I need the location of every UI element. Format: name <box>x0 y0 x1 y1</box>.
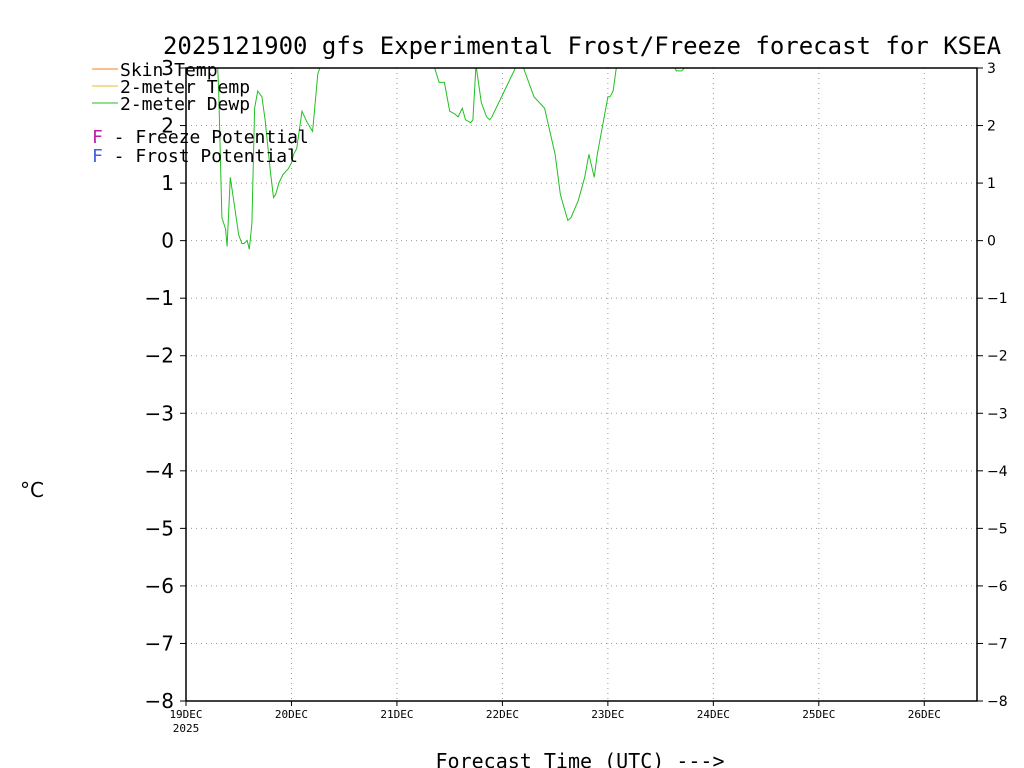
y-tick-label: −7 <box>145 631 174 655</box>
x-tick-label: 21DEC <box>380 708 413 721</box>
y-tick-label-right: −6 <box>987 579 1008 595</box>
y-tick-label: −6 <box>145 574 174 598</box>
potential-legend-label: - Frost Potential <box>103 146 298 167</box>
x-tick-label: 20DEC <box>275 708 308 721</box>
y-tick-label-right: 1 <box>987 176 996 192</box>
plot-frame <box>185 67 978 702</box>
y-tick-label: −8 <box>145 689 174 713</box>
legend-label: Skin Temp <box>120 60 218 81</box>
y-tick-label: −4 <box>145 459 174 483</box>
potential-legend-entry: F - Freeze Potential <box>92 127 309 148</box>
chart-title: 2025121900 gfs Experimental Frost/Freeze… <box>163 32 1002 60</box>
y-tick-label-right: −1 <box>987 291 1008 307</box>
x-year-label: 2025 <box>173 722 200 735</box>
potential-legend-letter: F <box>92 127 103 148</box>
grid <box>186 68 977 701</box>
y-axis-label: °C <box>20 478 44 502</box>
y-tick-label-right: −8 <box>987 694 1008 710</box>
y-tick-label-right: 3 <box>987 61 996 77</box>
y-tick-label-right: −4 <box>987 464 1008 480</box>
y-tick-label-right: 2 <box>987 119 996 135</box>
y-tick-label-right: −3 <box>987 406 1008 422</box>
legend-label: 2-meter Dewp <box>120 94 250 115</box>
y-tick-label: 3 <box>161 56 174 80</box>
y-tick-label: −5 <box>145 516 174 540</box>
y-tick-label-right: 0 <box>987 234 996 250</box>
y-tick-label: 1 <box>161 171 174 195</box>
x-tick-label: 23DEC <box>591 708 624 721</box>
x-axis: 19DEC 20DEC 21DEC 22DEC 23DEC 24DEC 25DEC 26DEC <box>169 701 941 721</box>
x-axis-label: Forecast Time (UTC) ---> <box>436 749 725 768</box>
x-tick-label: 22DEC <box>486 708 519 721</box>
y-tick-label: −1 <box>145 286 174 310</box>
potential-legend-letter: F <box>92 146 103 167</box>
y-axis-right: 3 2 1 0 −1 −2 −3 −4 −5 −6 −7 −8 <box>977 61 1008 710</box>
y-axis-left: 3 2 1 0 −1 −2 −3 −4 −5 −6 −7 −8 <box>145 56 186 713</box>
y-tick-label: −3 <box>145 401 174 425</box>
y-tick-label-right: −7 <box>987 636 1008 652</box>
y-tick-label: −2 <box>145 344 174 368</box>
x-tick-label: 24DEC <box>697 708 730 721</box>
y-tick-label-right: −5 <box>987 521 1008 537</box>
y-tick-label: 0 <box>161 229 174 253</box>
legend-label: 2-meter Temp <box>120 77 250 98</box>
plot-border <box>185 67 978 702</box>
series-line-dewpoint <box>217 68 686 250</box>
y-tick-label-right: −2 <box>987 349 1008 365</box>
plot-lines <box>217 68 686 250</box>
x-tick-label: 19DEC <box>169 708 202 721</box>
x-tick-label: 25DEC <box>802 708 835 721</box>
x-tick-label: 26DEC <box>908 708 941 721</box>
potential-legend-label: - Freeze Potential <box>103 127 309 148</box>
potential-legend-entry: F - Frost Potential <box>92 146 298 167</box>
y-tick-label: 2 <box>161 114 174 138</box>
